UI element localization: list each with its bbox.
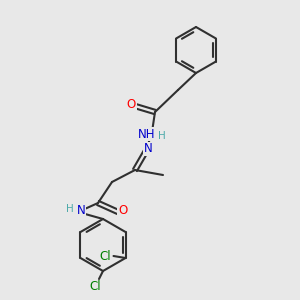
Text: Cl: Cl: [100, 250, 111, 262]
Text: N: N: [144, 142, 152, 155]
Text: H: H: [158, 131, 166, 141]
Text: O: O: [118, 203, 127, 217]
Text: Cl: Cl: [89, 280, 101, 293]
Text: NH: NH: [138, 128, 156, 140]
Text: O: O: [126, 98, 136, 112]
Text: N: N: [76, 205, 85, 218]
Text: H: H: [66, 204, 74, 214]
